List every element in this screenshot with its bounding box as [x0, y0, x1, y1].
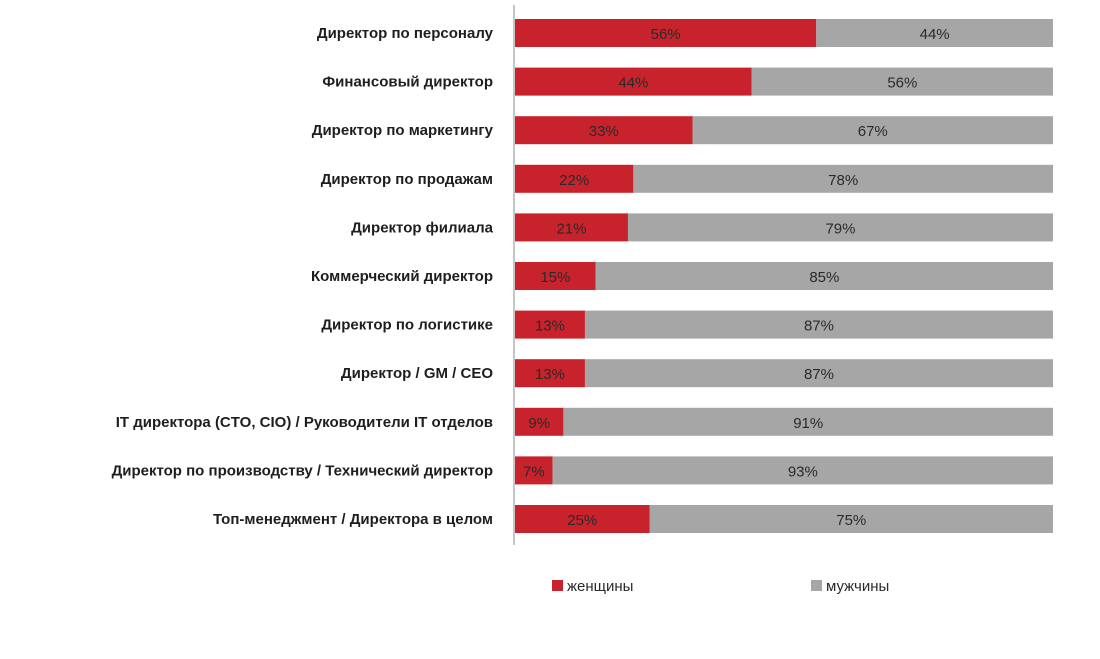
value-label-women: 7% — [523, 463, 545, 480]
bar-women — [515, 19, 817, 47]
legend-swatch-women — [552, 580, 563, 591]
legend-swatch-men — [811, 580, 822, 591]
bar-women — [515, 116, 693, 145]
bar-men — [584, 359, 1053, 388]
category-label: Топ-менеджмент / Директора в целом — [213, 511, 493, 528]
value-label-men: 75% — [836, 512, 866, 529]
category-label: Директор / GM / CEO — [341, 365, 493, 382]
value-label-men: 93% — [788, 463, 818, 480]
value-label-men: 78% — [828, 172, 858, 189]
bar-men — [563, 407, 1053, 436]
category-label: Директор по логистике — [321, 317, 493, 334]
category-label: IT директора (CTO, CIO) / Руководители I… — [116, 414, 493, 431]
value-label-men: 87% — [804, 318, 834, 335]
legend: женщины мужчины — [552, 578, 889, 595]
value-label-men: 44% — [920, 26, 950, 43]
value-label-women: 21% — [556, 220, 586, 237]
value-label-men: 67% — [858, 123, 888, 140]
legend-label-men: мужчины — [826, 578, 889, 595]
bar-women — [515, 262, 596, 290]
bar-men — [595, 262, 1053, 290]
legend-label-women: женщины — [567, 578, 633, 595]
category-label: Финансовый директор — [322, 74, 493, 91]
category-label: Директор филиала — [351, 219, 494, 236]
bar-men — [816, 19, 1053, 47]
bar-women — [515, 456, 553, 485]
value-label-women: 22% — [559, 172, 589, 189]
category-label: Директор по персоналу — [317, 25, 494, 42]
bar-women — [515, 359, 585, 388]
bar-men — [692, 116, 1053, 145]
category-label: Директор по маркетингу — [312, 122, 494, 139]
value-label-women: 44% — [618, 75, 648, 92]
value-labels-group: 56% 44% 44% 56% 33% 67% 22% 78% 21% 79% 15% 85% 13% 8… — [523, 26, 950, 529]
category-labels-group: Директор по персоналу Финансовый директор… — [112, 25, 494, 528]
bar-women — [515, 67, 752, 96]
bar-women — [515, 407, 564, 436]
bar-women — [515, 213, 628, 242]
category-label: Коммерческий директор — [311, 268, 493, 285]
bar-men — [649, 505, 1053, 533]
bar-men — [633, 164, 1053, 193]
bar-women — [515, 505, 650, 533]
value-label-women: 13% — [535, 318, 565, 335]
value-label-men: 56% — [887, 75, 917, 92]
value-label-men: 87% — [804, 366, 834, 383]
bars-group — [515, 19, 1053, 533]
bar-women — [515, 164, 634, 193]
value-label-men: 79% — [825, 220, 855, 237]
value-label-women: 33% — [589, 123, 619, 140]
category-label: Директор по продажам — [321, 171, 493, 188]
bar-men — [751, 67, 1053, 96]
value-label-women: 56% — [651, 26, 681, 43]
value-label-men: 91% — [793, 415, 823, 432]
value-label-women: 15% — [540, 269, 570, 286]
value-label-women: 25% — [567, 512, 597, 529]
value-label-women: 9% — [528, 415, 550, 432]
bar-women — [515, 310, 585, 339]
bar-men — [627, 213, 1053, 242]
bar-men — [584, 310, 1053, 339]
value-label-men: 85% — [809, 269, 839, 286]
bar-men — [552, 456, 1053, 485]
category-label: Директор по производству / Технический д… — [112, 462, 493, 479]
value-label-women: 13% — [535, 366, 565, 383]
